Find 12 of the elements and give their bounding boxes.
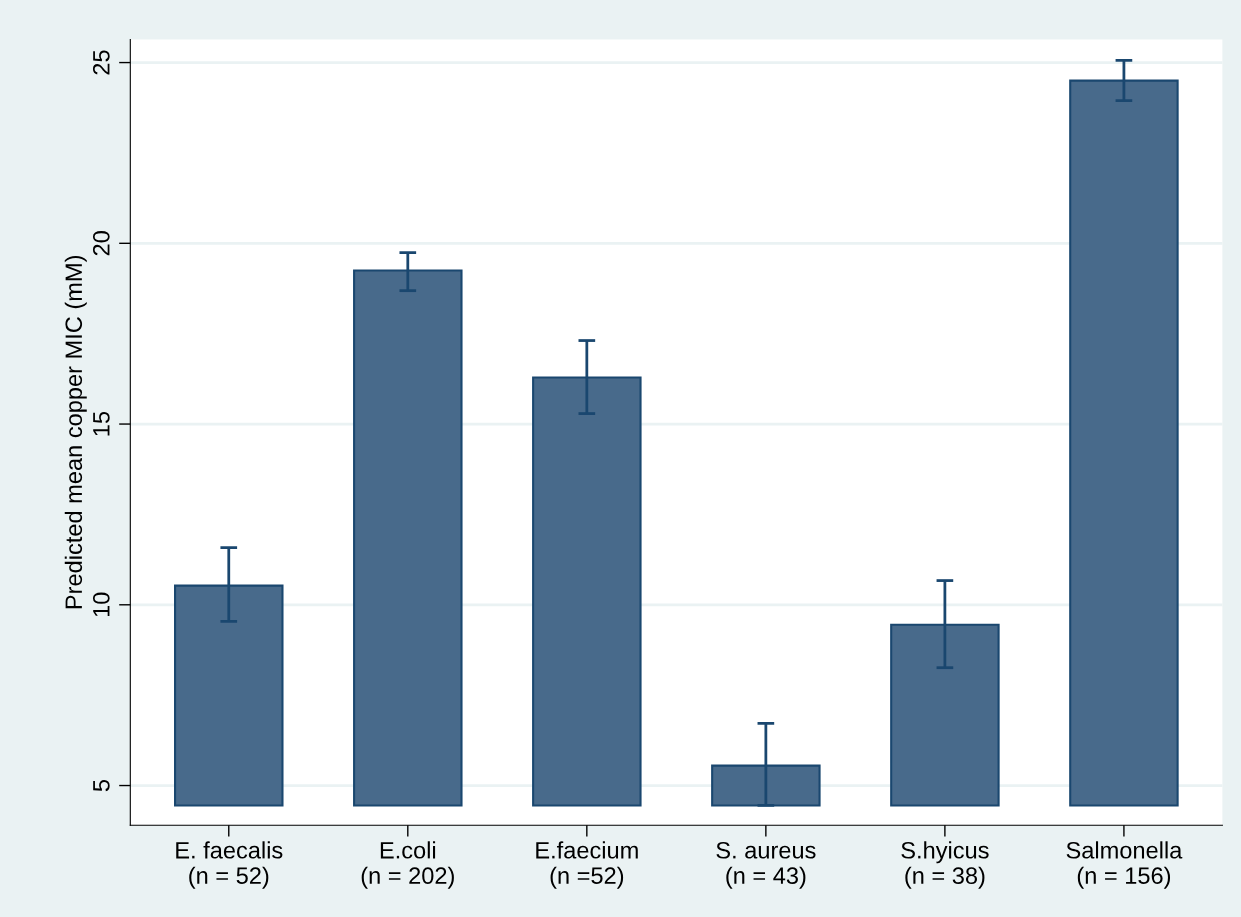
y-tick-label: 5: [93, 779, 110, 792]
y-tick-label: 20: [92, 231, 110, 256]
x-tick-label: E.faecium (n =52): [536, 841, 638, 889]
y-axis-title: Predicted mean copper MIC (mM): [64, 256, 87, 609]
y-tick-label: 10: [92, 592, 110, 617]
x-tick-label: S.hyicus (n = 38): [901, 841, 989, 889]
y-tick-label: 25: [92, 50, 110, 75]
x-tick-label: S. aureus (n = 43): [716, 841, 816, 889]
y-tick-label: 15: [93, 411, 110, 436]
x-tick-label: E.coli (n = 202): [361, 841, 454, 889]
x-tick-label: E. faecalis (n = 52): [176, 841, 283, 889]
x-tick-label: Salmonella (n = 156): [1066, 841, 1183, 889]
